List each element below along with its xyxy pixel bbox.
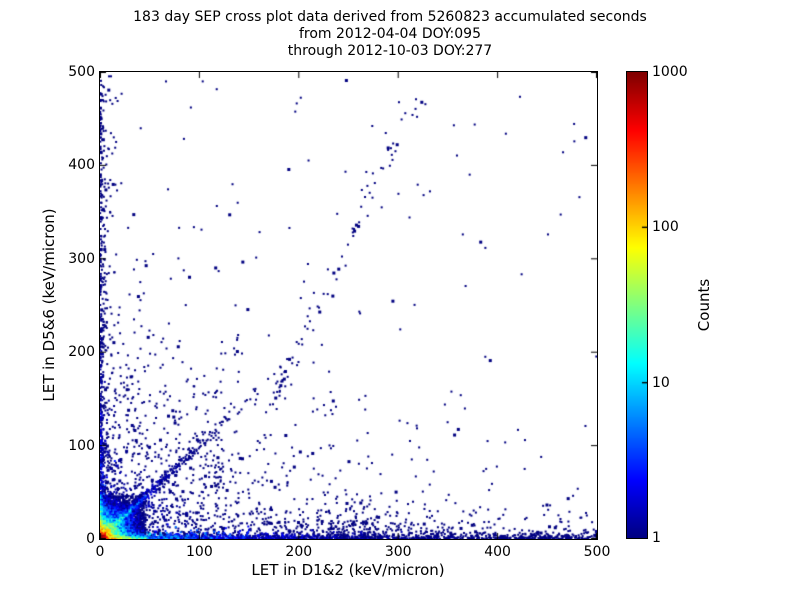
y-tick-label-0: 0 <box>86 531 95 547</box>
x-tick-label-400: 400 <box>484 544 511 560</box>
y-tick-label-300: 300 <box>68 250 95 267</box>
y-tick-label-500: 500 <box>68 64 95 80</box>
x-tick-label-0: 0 <box>95 544 105 560</box>
x-tick-label-500: 500 <box>583 544 611 560</box>
x-tick-label-200: 200 <box>285 544 313 560</box>
x-axis-label: LET in D1&2 (keV/micron) <box>251 561 445 579</box>
colorbar-tick-label-1000: 1000 <box>652 64 688 80</box>
colorbar <box>626 71 648 539</box>
colorbar-tick-label-100: 100 <box>652 219 679 236</box>
y-tick-label-200: 200 <box>68 344 95 361</box>
colorbar-tick-label-10: 10 <box>652 374 670 391</box>
y-tick-label-400: 400 <box>68 157 95 174</box>
y-tick-label-100: 100 <box>68 437 95 454</box>
plot-area <box>99 71 598 540</box>
title-line-1: 183 day SEP cross plot data derived from… <box>133 9 647 25</box>
title-line-3: through 2012-10-03 DOY:277 <box>287 43 493 59</box>
y-axis-label: LET in D5&6 (keV/micron) <box>40 208 58 402</box>
scatter-canvas <box>100 72 597 539</box>
chart-title: 183 day SEP cross plot data derived from… <box>0 9 780 60</box>
colorbar-tick-label-1: 1 <box>652 530 661 546</box>
x-tick-label-100: 100 <box>186 544 213 560</box>
colorbar-label: Counts <box>695 278 713 332</box>
x-tick-label-300: 300 <box>384 544 412 560</box>
colorbar-gradient-canvas <box>627 72 647 538</box>
title-line-2: from 2012-04-04 DOY:095 <box>298 26 481 42</box>
